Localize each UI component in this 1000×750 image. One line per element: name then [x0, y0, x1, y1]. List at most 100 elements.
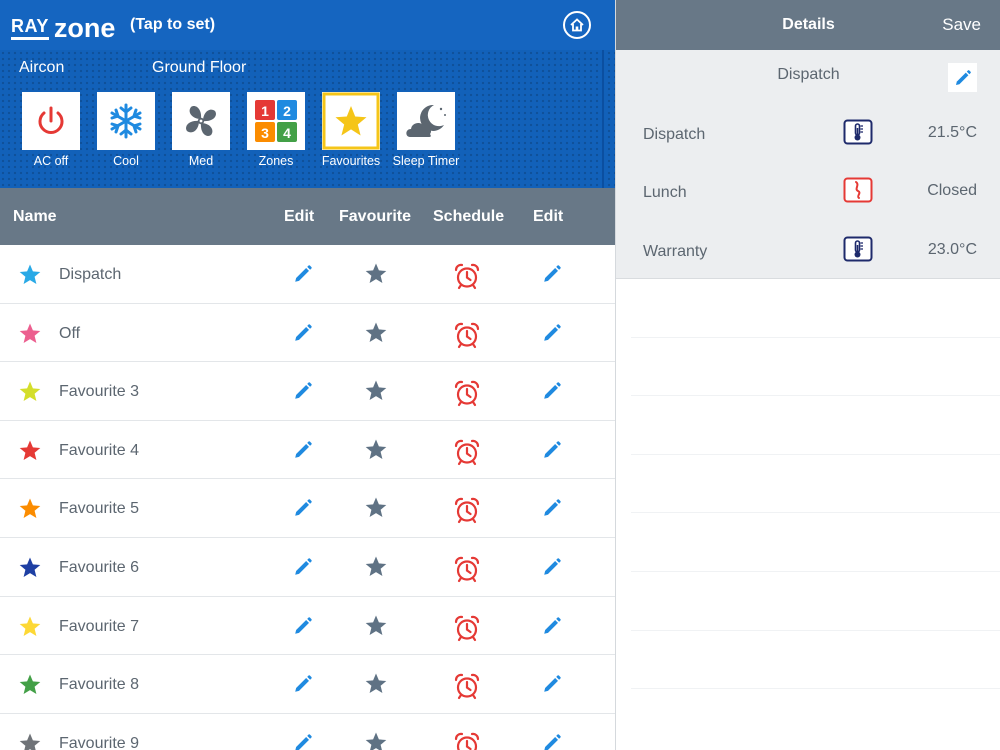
favourites-caption: Favourites [321, 154, 381, 168]
edit-pencil-icon-2[interactable] [542, 498, 562, 523]
favourite-row[interactable]: Favourite 9 [0, 714, 615, 750]
schedule-alarm-icon[interactable] [453, 321, 481, 354]
favourite-star-icon[interactable] [364, 438, 388, 467]
edit-pencil-icon[interactable] [293, 264, 313, 289]
sleep-timer-button[interactable] [397, 92, 455, 150]
edit-pencil-icon[interactable] [293, 323, 313, 348]
edit-name-button[interactable] [948, 63, 977, 92]
schedule-alarm-icon[interactable] [453, 672, 481, 705]
favourite-star-icon[interactable] [364, 731, 388, 750]
floor-label[interactable]: Ground Floor [152, 59, 247, 76]
favourite-star-icon[interactable] [364, 614, 388, 643]
damper-icon[interactable] [843, 177, 873, 208]
favourite-star-icon[interactable] [364, 379, 388, 408]
favourite-name[interactable]: Favourite 3 [59, 383, 140, 401]
favourite-color-star-icon [18, 322, 42, 351]
edit-pencil-icon[interactable] [293, 674, 313, 699]
aircon-label: Aircon [19, 59, 65, 76]
favourite-star-icon[interactable] [364, 321, 388, 350]
favourite-row[interactable]: Favourite 3 [0, 362, 615, 421]
favourite-row[interactable]: Dispatch [0, 245, 615, 304]
home-button[interactable] [563, 11, 591, 39]
favourite-row[interactable]: Favourite 5 [0, 479, 615, 538]
details-title: Details [782, 16, 835, 33]
schedule-alarm-icon[interactable] [453, 496, 481, 529]
favourite-star-icon[interactable] [364, 496, 388, 525]
edit-pencil-icon[interactable] [293, 440, 313, 465]
edit-pencil-icon-2[interactable] [542, 440, 562, 465]
edit-pencil-icon-2[interactable] [542, 616, 562, 641]
zone-setting-row[interactable]: Warranty 23.0°C [616, 236, 1000, 266]
edit-pencil-icon[interactable] [293, 616, 313, 641]
ac-off-caption: AC off [33, 154, 69, 168]
edit-pencil-icon-2[interactable] [542, 381, 562, 406]
details-header: Details Save [616, 0, 1000, 50]
zone-value: 21.5°C [927, 124, 977, 141]
favourite-name[interactable]: Favourite 4 [59, 441, 140, 459]
edit-pencil-icon[interactable] [293, 557, 313, 582]
col-edit: Edit [284, 208, 315, 225]
thermometer-icon[interactable] [843, 236, 873, 267]
rayzone-logo: RAY zone [11, 10, 116, 43]
power-icon [38, 106, 64, 134]
favourites-list: Dispatch Off Favourite 3 Favourite 4 Favouri… [0, 245, 615, 750]
favourite-name[interactable]: Dispatch [59, 266, 122, 283]
aircon-controls: Aircon Ground Floor AC off [0, 50, 615, 188]
schedule-alarm-icon[interactable] [453, 262, 481, 295]
favourite-star-icon[interactable] [364, 262, 388, 291]
schedule-alarm-icon[interactable] [453, 731, 481, 750]
favourite-name[interactable]: Favourite 5 [59, 500, 140, 518]
tap-to-set-label[interactable]: (Tap to set) [130, 16, 216, 33]
edit-pencil-icon-2[interactable] [542, 557, 562, 582]
zones-caption: Zones [258, 154, 294, 168]
favourite-name: Dispatch [777, 66, 840, 83]
logo-ray-text: RAY [11, 17, 49, 40]
top-bar[interactable]: RAY zone (Tap to set) [0, 0, 615, 50]
thermometer-icon[interactable] [843, 119, 873, 150]
favourite-name[interactable]: Favourite 6 [59, 558, 140, 576]
edit-pencil-icon-2[interactable] [542, 674, 562, 699]
home-icon [570, 18, 584, 32]
edit-pencil-icon[interactable] [293, 733, 313, 750]
logo-zone-text: zone [53, 13, 116, 43]
schedule-alarm-icon[interactable] [453, 614, 481, 647]
favourites-table-header: Name Edit Favourite Schedule Edit [0, 188, 615, 245]
details-pane: Details Save Dispatch Dispatch 21.5°C Lunc… [615, 0, 1000, 750]
zone-setting-row[interactable]: Dispatch 21.5°C [616, 119, 1000, 149]
schedule-alarm-icon[interactable] [453, 379, 481, 412]
fan-icon [186, 106, 216, 136]
save-button[interactable]: Save [942, 15, 981, 34]
favourite-name[interactable]: Favourite 9 [59, 734, 140, 750]
zone-name: Dispatch [643, 126, 706, 143]
col-favourite: Favourite [339, 208, 412, 225]
schedule-alarm-icon[interactable] [453, 555, 481, 588]
favourite-color-star-icon [18, 439, 42, 468]
edit-pencil-icon-2[interactable] [542, 733, 562, 750]
edit-pencil-icon[interactable] [293, 381, 313, 406]
zones-button[interactable]: 1 2 3 4 [247, 92, 305, 150]
favourite-color-star-icon [18, 497, 42, 526]
favourite-name[interactable]: Favourite 8 [59, 676, 140, 694]
zones-grid-icon: 1 2 3 4 [255, 100, 297, 142]
edit-pencil-icon-2[interactable] [542, 323, 562, 348]
favourite-row[interactable]: Favourite 7 [0, 597, 615, 656]
zone-setting-row[interactable]: Lunch Closed [616, 177, 1000, 207]
favourite-row[interactable]: Favourite 4 [0, 421, 615, 480]
favourite-row[interactable]: Favourite 6 [0, 538, 615, 597]
moon-cloud-icon [406, 104, 446, 137]
ac-off-button[interactable] [22, 92, 80, 150]
favourite-star-icon[interactable] [364, 672, 388, 701]
favourite-name[interactable]: Favourite 7 [59, 617, 140, 635]
fan-speed-button[interactable] [172, 92, 230, 150]
favourite-name[interactable]: Off [59, 324, 81, 342]
favourite-star-icon[interactable] [364, 555, 388, 584]
favourite-row[interactable]: Favourite 8 [0, 655, 615, 714]
fan-caption: Med [188, 154, 214, 168]
favourites-button[interactable] [322, 92, 380, 150]
edit-pencil-icon[interactable] [293, 498, 313, 523]
favourite-row[interactable]: Off [0, 304, 615, 363]
edit-pencil-icon-2[interactable] [542, 264, 562, 289]
schedule-alarm-icon[interactable] [453, 438, 481, 471]
cool-mode-button[interactable] [97, 92, 155, 150]
